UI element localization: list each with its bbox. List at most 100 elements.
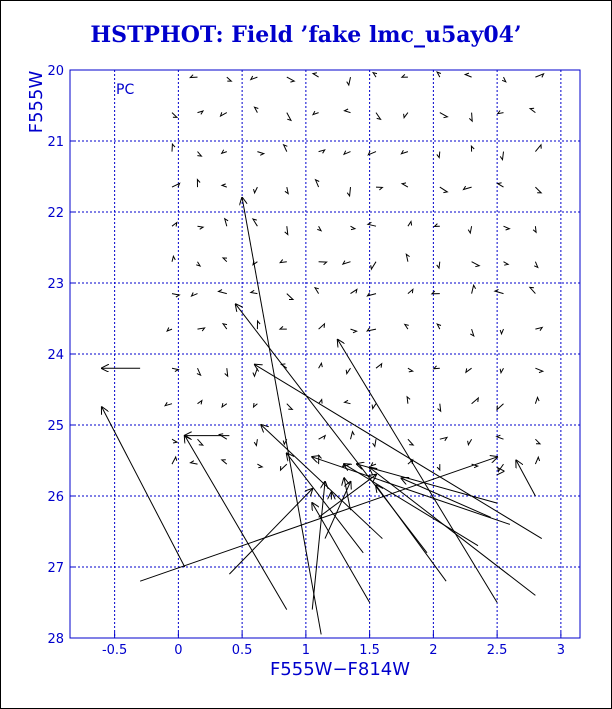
residual-chevron: [253, 186, 258, 195]
residual-chevron: [253, 439, 258, 447]
residual-chevron: [503, 225, 511, 231]
residual-chevron: [535, 438, 542, 445]
residual-chevron: [252, 368, 258, 378]
displacement-arrows: [102, 198, 543, 635]
displacement-arrow: [139, 457, 497, 582]
residual-chevron: [436, 261, 441, 270]
y-tick-label: 21: [47, 135, 64, 150]
displacement-arrow: [236, 304, 428, 554]
residual-chevron: [279, 259, 287, 264]
y-tick-label: 25: [47, 419, 64, 434]
residual-chevron: [318, 361, 323, 369]
residual-chevron: [171, 293, 181, 298]
residual-chevron: [372, 439, 377, 448]
y-tick-label: 26: [47, 490, 64, 505]
residual-chevron: [163, 402, 173, 407]
y-tick-label: 28: [47, 632, 64, 647]
residual-chevron: [197, 399, 203, 405]
x-tick-label: 2: [429, 643, 437, 658]
displacement-arrow: [318, 475, 376, 518]
displacement-arrow: [312, 503, 371, 603]
residual-chevron: [249, 75, 258, 81]
residual-chevron: [406, 395, 411, 404]
residual-chevron: [190, 292, 198, 298]
displacement-arrow: [338, 340, 498, 603]
residual-chevron: [342, 150, 351, 156]
residual-chevron: [197, 327, 206, 332]
displacement-arrow: [344, 478, 351, 511]
residual-chevron: [217, 289, 227, 295]
residual-chevron: [436, 464, 441, 472]
residual-chevron: [197, 110, 205, 115]
x-tick-label: -0.5: [102, 643, 127, 658]
residual-chevron: [407, 288, 414, 294]
residual-chevron: [534, 455, 541, 465]
displacement-arrow: [311, 482, 325, 610]
residual-chevron: [197, 438, 205, 446]
residual-chevron: [223, 217, 229, 227]
residual-chevron: [439, 112, 449, 119]
residual-chevron: [375, 186, 384, 191]
residual-chevron: [196, 261, 202, 267]
residual-chevron: [407, 438, 415, 446]
residual-chevron: [257, 463, 264, 469]
residual-chevron: [471, 261, 481, 268]
displacement-arrow: [370, 468, 536, 596]
residual-chevron: [350, 225, 357, 231]
residual-chevron: [313, 286, 320, 294]
chart-title: HSTPHOT: Field ’fake lmc_u5ay04’: [90, 22, 522, 48]
residual-chevron: [318, 149, 326, 154]
residual-chevron: [528, 286, 536, 294]
residual-chevron: [284, 186, 289, 195]
displacement-arrow: [344, 464, 479, 547]
x-axis-ticks: -0.5 0 0.5 1 1.5 2 2.5 3: [102, 632, 565, 658]
residual-chevron: [496, 182, 504, 188]
residual-chevron: [471, 396, 479, 405]
residual-chevron: [499, 328, 504, 336]
residual-chevron: [366, 221, 377, 227]
y-tick-label: 23: [47, 277, 64, 292]
x-tick-label: 1: [302, 643, 310, 658]
residual-chevron: [370, 261, 377, 271]
residual-chevron: [533, 261, 539, 269]
x-tick-label: 0: [174, 643, 182, 658]
residual-chevron: [439, 186, 449, 194]
residual-chevron: [256, 319, 261, 330]
residual-chevron: [196, 178, 201, 188]
residual-chevron: [249, 289, 258, 295]
residual-chevron: [282, 143, 288, 152]
residual-chevron: [470, 144, 475, 152]
displacement-arrow: [287, 453, 364, 554]
displacement-arrow: [516, 461, 536, 497]
y-axis-label: F555W: [26, 71, 47, 134]
residual-chevron: [436, 323, 442, 330]
residual-chevron: [286, 403, 294, 410]
displacement-arrow: [185, 436, 288, 610]
residual-chevron: [462, 185, 472, 191]
residual-chevron: [403, 112, 409, 119]
residual-chevron: [221, 402, 228, 409]
residual-chevron: [286, 76, 296, 83]
residual-chevron: [405, 253, 410, 262]
y-axis-ticks: 20 21 22 23 24 25 26 27 28: [47, 64, 76, 647]
residual-chevron: [439, 436, 449, 442]
residual-chevron: [166, 327, 173, 333]
residual-chevron: [197, 151, 203, 157]
residual-chevron: [497, 463, 504, 473]
residual-chevron: [432, 365, 440, 370]
residual-chevron: [171, 112, 179, 118]
residual-chevron: [369, 462, 377, 467]
residual-chevron: [345, 367, 351, 376]
residual-chevron: [495, 434, 504, 440]
residual-chevron: [433, 223, 440, 227]
residual-chevron: [371, 71, 378, 78]
residual-chevron: [532, 226, 537, 234]
residual-chevron: [221, 323, 228, 330]
y-tick-label: 20: [47, 64, 64, 79]
residual-chevron: [343, 108, 351, 114]
displacement-arrow: [229, 489, 312, 575]
residual-chevron: [400, 182, 409, 188]
residual-chevron: [189, 460, 198, 465]
residual-chevron: [346, 76, 351, 87]
